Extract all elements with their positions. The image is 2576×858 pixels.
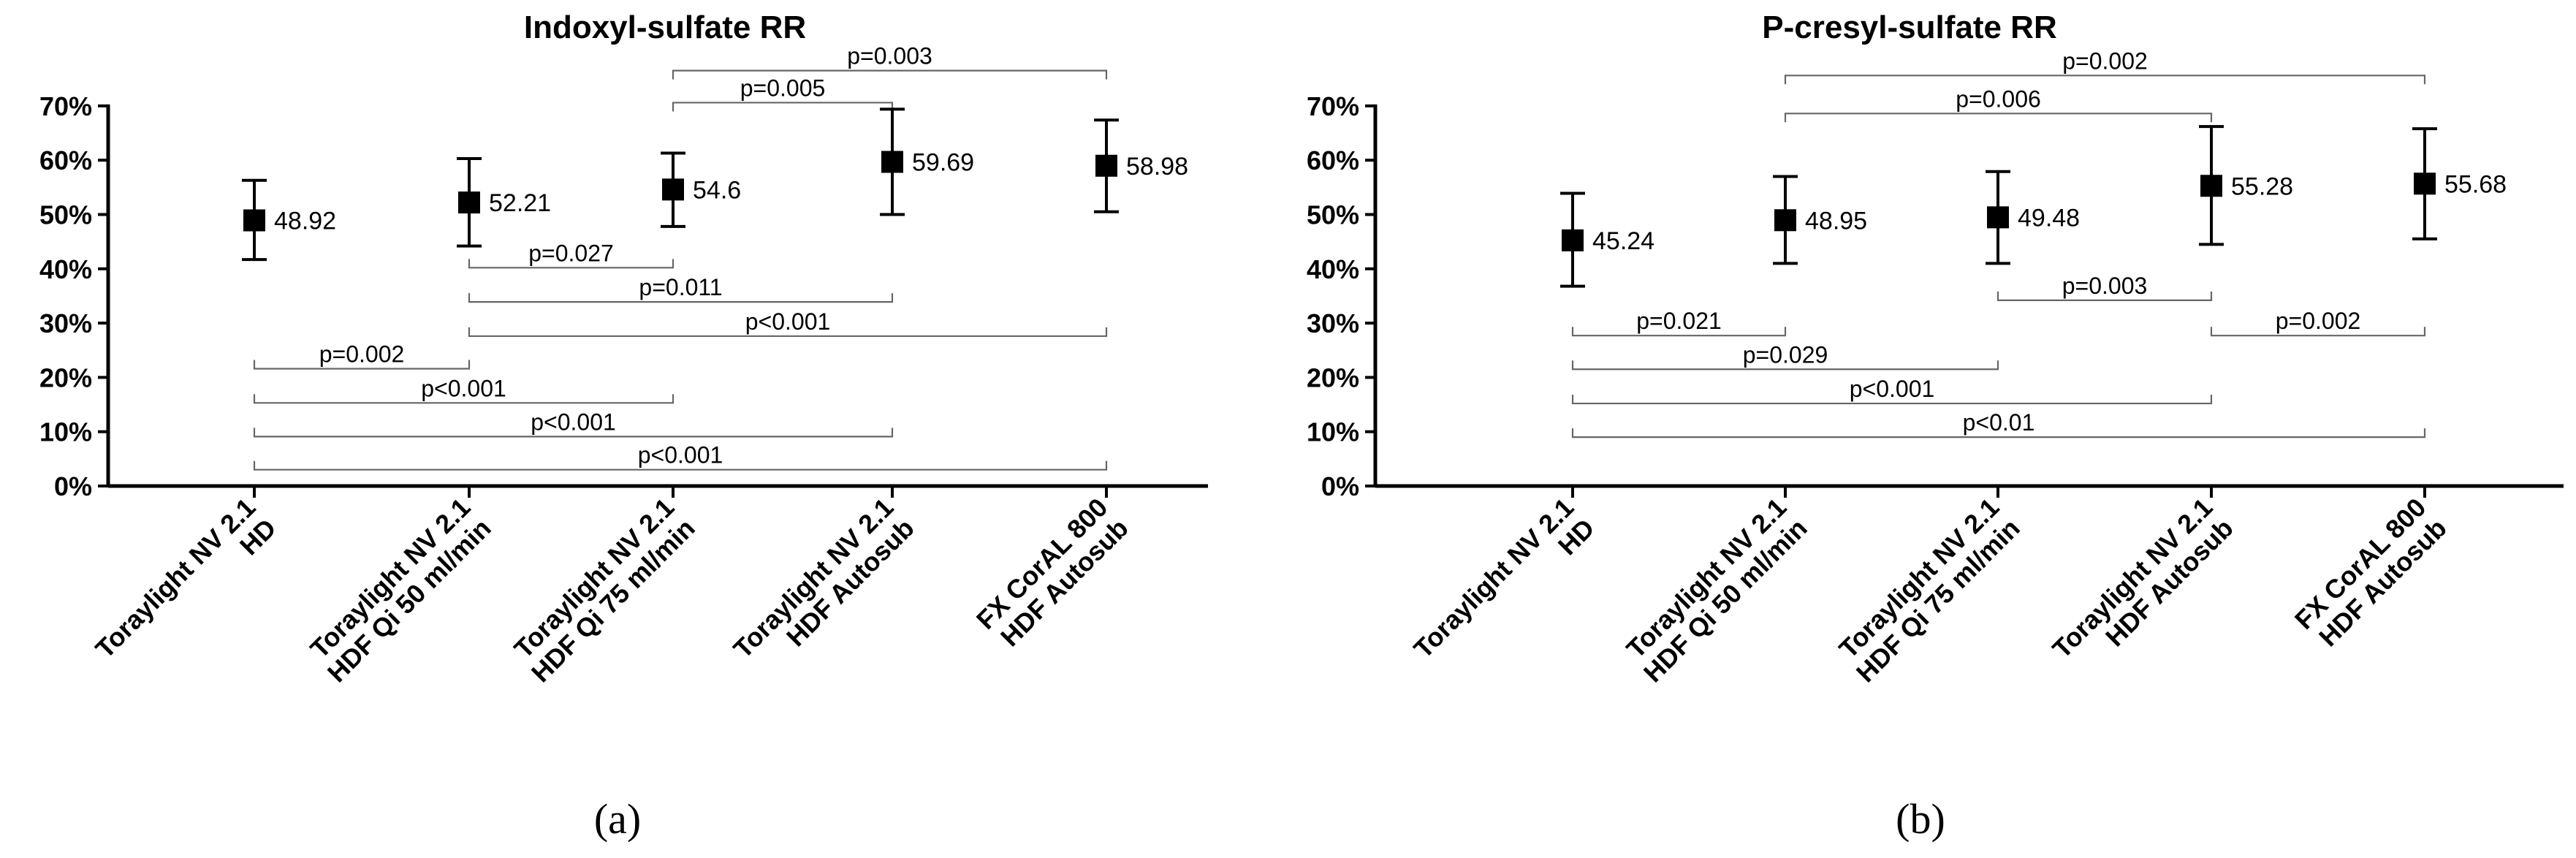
data-label: 52.21 <box>489 189 551 217</box>
data-label: 49.48 <box>2018 204 2080 232</box>
comparison-bracket <box>468 259 675 269</box>
x-tick-label: Toraylight NV 2.1HDF Qi 75 ml/min <box>1830 492 2026 688</box>
panel-label-a: (a) <box>594 795 641 843</box>
data-label: 55.28 <box>2231 172 2293 200</box>
x-tick-label: Toraylight NV 2.1HD <box>89 492 281 684</box>
y-tick-label: 10% <box>39 417 92 447</box>
p-value-label: p<0.001 <box>638 442 723 468</box>
comparison-bracket <box>1784 113 2213 123</box>
y-tick-label: 20% <box>1307 362 1359 392</box>
comparison-bracket <box>253 460 1108 471</box>
p-value-label: p=0.002 <box>2276 308 2361 334</box>
y-tick-label: 70% <box>1307 91 1359 121</box>
p-value-label: p=0.003 <box>2062 273 2148 299</box>
y-tick-label: 60% <box>39 145 92 175</box>
comparison-bracket <box>253 360 471 370</box>
comparison-bracket <box>1571 360 1999 371</box>
y-tick-label: 0% <box>54 471 92 501</box>
data-label: 48.95 <box>1805 207 1867 235</box>
comparison-bracket <box>672 69 1108 80</box>
p-value-label: p<0.001 <box>745 308 831 335</box>
comparison-bracket <box>2210 327 2426 337</box>
chart-indoxyl-sulfate: Indoxyl-sulfate RR 0% 10% 20% 30% 40% 50% 60% 70… <box>39 10 1208 688</box>
y-tick-label: 20% <box>39 362 92 392</box>
y-tick-label: 50% <box>39 200 92 230</box>
p-value-label: p=0.002 <box>319 341 405 368</box>
chart-p-cresyl-sulfate: P-cresyl-sulfate RR 0% 10% 20% 30% 40% 50% 60% 7… <box>1307 10 2564 688</box>
data-label: 48.92 <box>274 208 336 235</box>
comparison-bracket <box>468 293 894 303</box>
data-point <box>1095 154 1117 177</box>
p-value-label: p=0.005 <box>740 75 826 101</box>
comparison-bracket <box>672 102 894 112</box>
p-value-label: p=0.002 <box>2062 48 2148 74</box>
y-tick-label: 30% <box>1307 308 1359 338</box>
x-tick-label: Toraylight NV 2.1HD <box>1407 492 1600 684</box>
panel-label-b: (b) <box>1896 795 1945 843</box>
p-value-label: p<0.001 <box>421 375 506 401</box>
y-tick-label: 50% <box>1307 200 1359 230</box>
data-label: 45.24 <box>1592 227 1654 255</box>
x-tick-label: FX CorAL 800HDF Autosub <box>2289 492 2452 656</box>
comparison-bracket <box>253 428 894 438</box>
comparison-bracket <box>253 394 675 404</box>
x-tick-label: FX CorAL 800HDF Autosub <box>970 492 1134 656</box>
p-value-label: p<0.01 <box>1963 409 2035 436</box>
comparison-bracket <box>1784 75 2426 85</box>
x-tick-label: Toraylight NV 2.1HDF Qi 50 ml/min <box>301 492 497 688</box>
x-tick-label-line: Toraylight NV 2.1 <box>1407 492 1579 664</box>
data-point <box>1562 229 1584 251</box>
p-value-label: p<0.001 <box>531 409 616 435</box>
y-tick-label: 60% <box>1307 145 1359 175</box>
data-label: 59.69 <box>912 149 974 177</box>
x-tick-label: Toraylight NV 2.1HDF Autosub <box>727 492 919 684</box>
y-tick-label: 0% <box>1321 471 1359 501</box>
data-point <box>662 178 684 201</box>
data-point <box>881 151 903 173</box>
comparison-bracket <box>1996 291 2213 301</box>
y-tick-label: 10% <box>1307 417 1359 447</box>
p-value-label: p=0.029 <box>1743 341 1828 368</box>
data-label: 58.98 <box>1126 153 1188 181</box>
data-point <box>2414 172 2436 195</box>
chart-title: P-cresyl-sulfate RR <box>1762 10 2056 45</box>
data-label: 54.6 <box>693 176 741 204</box>
data-point <box>2200 175 2222 197</box>
p-value-label: p<0.001 <box>1850 376 1935 402</box>
chart-title: Indoxyl-sulfate RR <box>524 10 806 45</box>
comparison-bracket <box>1571 327 1787 337</box>
data-point <box>458 191 480 214</box>
x-tick-label: Toraylight NV 2.1HDF Qi 50 ml/min <box>1617 492 1813 688</box>
y-tick-label: 40% <box>1307 254 1359 284</box>
x-tick-label: Toraylight NV 2.1HDF Qi 75 ml/min <box>505 492 701 688</box>
x-tick-label-line: Toraylight NV 2.1 <box>89 492 261 664</box>
data-point <box>1987 206 2009 229</box>
comparison-bracket <box>1571 395 2213 405</box>
p-value-label: p=0.021 <box>1636 308 1722 334</box>
data-point <box>243 209 265 232</box>
y-tick-label: 40% <box>39 254 92 284</box>
y-tick-label: 70% <box>39 91 92 121</box>
data-label: 55.68 <box>2444 170 2507 198</box>
p-value-label: p=0.011 <box>639 274 722 300</box>
p-value-label: p=0.006 <box>1956 86 2041 112</box>
x-tick-label: Toraylight NV 2.1HDF Autosub <box>2046 492 2238 684</box>
data-point <box>1774 209 1796 232</box>
p-value-label: p=0.003 <box>847 43 932 69</box>
comparison-bracket <box>468 327 1108 338</box>
y-tick-label: 30% <box>39 308 92 338</box>
p-value-label: p=0.027 <box>528 240 614 266</box>
comparison-bracket <box>1571 428 2426 439</box>
